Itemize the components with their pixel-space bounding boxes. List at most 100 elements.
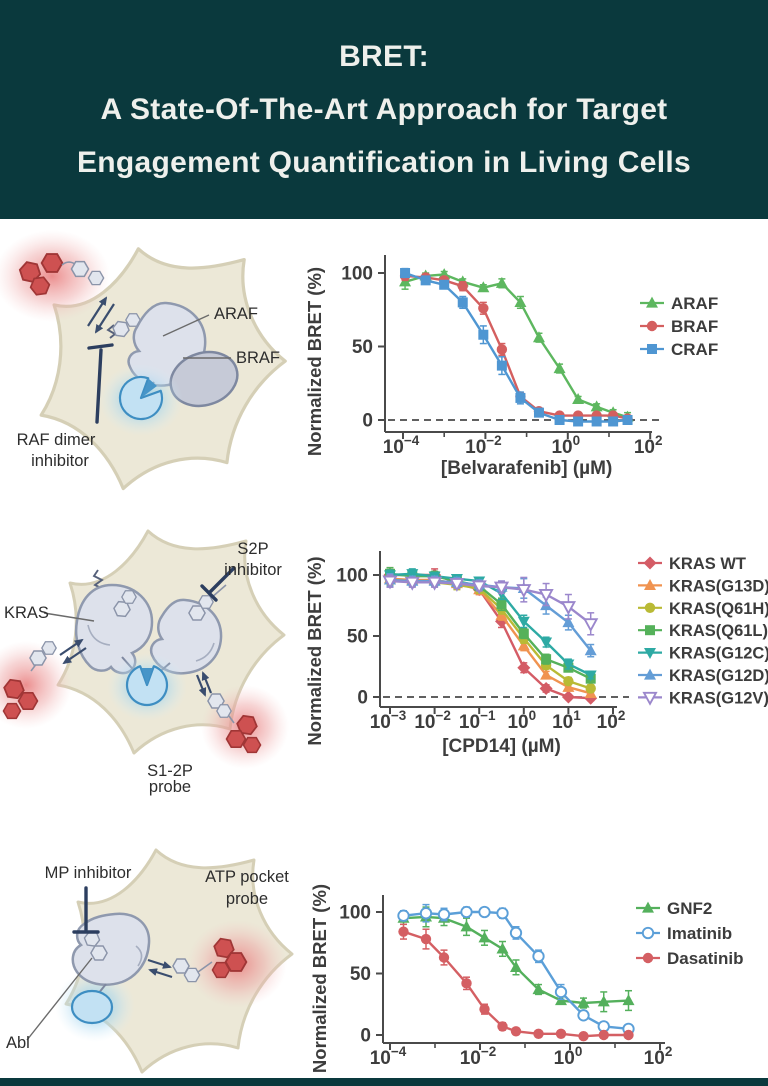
x-tick-label: 10−3 — [370, 708, 407, 733]
series-GNF2 — [397, 906, 635, 1013]
equilibrium-arrows-icon — [147, 958, 173, 979]
legend-item: KRAS(G12V) — [638, 689, 768, 707]
belvarafenib-bret-chart: 0 50 100 10−4 10−2 100 102 Normalized BRET (%) [… — [304, 255, 718, 479]
x-tick-label: 100 — [551, 433, 580, 458]
braf-label: BRAF — [236, 349, 280, 367]
x-tick-label: 10−2 — [414, 708, 451, 733]
y-tick-label: 50 — [347, 627, 368, 648]
legend-item: KRAS(G12C) — [638, 645, 768, 663]
luciferase — [70, 989, 114, 1025]
x-tick-label: 10−4 — [370, 1044, 407, 1069]
x-tick-label: 102 — [634, 433, 663, 458]
atp-pocket-probe — [172, 936, 248, 983]
equilibrium-arrows-icon — [195, 671, 213, 697]
s2p-inhibitor-label-line2: inhibitor — [224, 561, 282, 579]
series-Imatinib — [397, 903, 635, 1036]
y-tick-label: 0 — [362, 411, 373, 432]
s1-2p-probe-label-line1: S1-2P — [147, 762, 193, 780]
s2p-inhibitor-label-line1: S2P — [237, 540, 268, 558]
s1-2p-probe-left — [2, 641, 57, 720]
series-KRAS-Q61H- — [384, 574, 596, 694]
y-tick-label: 50 — [350, 964, 371, 985]
y-tick-label: 50 — [352, 337, 373, 358]
x-tick-label: 100 — [554, 1044, 583, 1069]
red-glow — [0, 230, 110, 322]
x-tick-label: 102 — [597, 708, 626, 733]
luciferase — [118, 375, 164, 421]
protein-detail — [87, 624, 111, 646]
legend-label: KRAS WT — [669, 555, 746, 573]
legend-label: Imatinib — [667, 924, 732, 943]
cpd14-bret-chart: 0 50 100 10−3 10−2 10−1 100 101 102 Normalized BR… — [304, 551, 768, 757]
atp-pocket-probe-label-line2: probe — [226, 890, 268, 908]
raf-inhibitor-label-line1: RAF dimer — [17, 431, 96, 449]
y-tick-label: 100 — [336, 566, 368, 587]
bound-inhibitor-hex — [90, 945, 108, 961]
y-axis-title: Normalized BRET (%) — [304, 267, 325, 456]
legend-label: KRAS(G12D) — [669, 667, 768, 685]
y-tick-label: 0 — [360, 1026, 371, 1047]
y-tick-label: 100 — [341, 264, 373, 285]
series-Dasatinib — [398, 923, 634, 1042]
kras-leader-line — [43, 612, 95, 622]
legend-item: KRAS(G13D) — [638, 577, 768, 595]
linker-squiggle — [106, 324, 117, 339]
fluorescent-probe — [17, 253, 105, 297]
luciferase — [125, 665, 169, 707]
title-line-2: A State-Of-The-Art Approach for Target — [100, 93, 668, 126]
kras-diagram: KRAS S2P inhibitor S1-2P probe — [0, 529, 289, 796]
kras-label: KRAS — [4, 604, 49, 622]
inhibitor-tbar-icon — [200, 566, 236, 602]
legend-label: CRAF — [671, 340, 718, 359]
x-tick-label: 101 — [552, 708, 581, 733]
araf-label: ARAF — [214, 305, 258, 323]
legend-item: Imatinib — [636, 924, 732, 943]
equilibrium-arrows-icon — [59, 638, 87, 665]
abl-label: Abl — [6, 1034, 30, 1052]
inhibitor-tbar-icon — [72, 886, 100, 934]
legend-label: KRAS(G12C) — [669, 645, 768, 663]
x-axis-title: [CPD14] (µM) — [442, 736, 561, 757]
title-line-1: BRET: — [339, 40, 429, 73]
legend-item: BRAF — [640, 317, 718, 336]
legend-item: ARAF — [640, 294, 718, 313]
legend-label: KRAS(Q61H) — [669, 600, 768, 618]
legend-label: KRAS(Q61L) — [669, 622, 768, 640]
legend-item: KRAS(Q61L) — [638, 622, 768, 640]
series-CRAF — [400, 267, 633, 427]
x-tick-label: 10−4 — [383, 433, 420, 458]
bound-probe-hex — [121, 590, 137, 604]
legend-item: KRAS(G12D) — [638, 667, 768, 685]
y-tick-label: 0 — [357, 688, 368, 709]
legend-label: BRAF — [671, 317, 718, 336]
equilibrium-arrows-icon — [87, 296, 115, 334]
legend-item: GNF2 — [636, 899, 712, 918]
legend-item: KRAS(Q61H) — [638, 600, 768, 618]
x-tick-label: 10−2 — [465, 433, 502, 458]
legend-item: CRAF — [640, 340, 718, 359]
araf-leader-line — [162, 314, 210, 337]
x-axis-title: [Belvarafenib] (µM) — [441, 458, 612, 479]
legend-item: Dasatinib — [636, 949, 744, 968]
raf-inhibitor-label-line2: inhibitor — [31, 452, 89, 470]
title-line-3: Engagement Quantification in Living Cell… — [76, 146, 692, 179]
inhibitor-tbar-icon — [87, 343, 114, 424]
legend-label: KRAS(G13D) — [669, 577, 768, 595]
y-axis-title: Normalized BRET (%) — [304, 556, 325, 745]
x-tick-label: 100 — [507, 708, 536, 733]
atp-pocket-probe-label-line1: ATP pocket — [205, 868, 289, 886]
abl-inhibitor-bret-chart: 0 50 100 10−4 10−2 100 102 Normalized BRET (%) G… — [309, 884, 744, 1073]
header: BRET: A State-Of-The-Art Approach for Ta… — [0, 0, 768, 219]
mp-inhibitor-label: MP inhibitor — [45, 864, 132, 882]
legend-label: ARAF — [671, 294, 718, 313]
abl-diagram: MP inhibitor ATP pocket probe Abl — [6, 848, 294, 1074]
protein-detail — [195, 642, 215, 662]
abl-leader-line — [26, 957, 93, 1041]
raf-dimer-diagram: ARAF BRAF RAF dimer inhibitor — [0, 230, 287, 491]
legend-label: Dasatinib — [667, 949, 744, 968]
x-tick-label: 102 — [644, 1044, 673, 1069]
legend-label: GNF2 — [667, 899, 712, 918]
legend-label: KRAS(G12V) — [669, 689, 768, 707]
y-tick-label: 100 — [339, 903, 371, 924]
